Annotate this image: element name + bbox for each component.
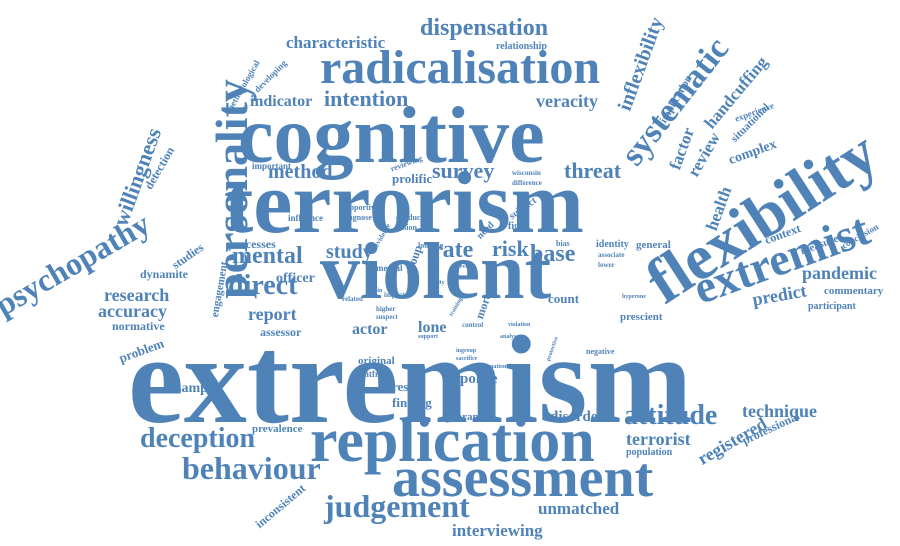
word-assessor: assessor <box>260 325 302 339</box>
word-fusion: fusion <box>396 223 417 232</box>
word-dispensation: dispensation <box>420 15 549 41</box>
word-bias: bias <box>556 239 570 248</box>
word-violation: violation <box>508 322 531 328</box>
word-officer: officer <box>276 271 315 286</box>
word-difference: difference <box>512 179 542 187</box>
word-actor: actor <box>352 321 388 338</box>
word-analyse: analyse <box>500 334 520 340</box>
word-mental: mental <box>232 243 303 269</box>
word-interviewing: interviewing <box>452 521 543 540</box>
word-assessment: assessment <box>392 447 654 509</box>
word-prevalence: prevalence <box>252 423 303 435</box>
word-higher: higher <box>376 305 396 313</box>
word-result: result <box>392 379 424 394</box>
word-diagnose: diagnose <box>342 213 372 222</box>
word-ignorant: ignorant <box>442 411 483 423</box>
word-influence: influence <box>288 213 323 223</box>
word-mental-small: mental <box>376 263 403 273</box>
word-report: report <box>248 304 297 324</box>
word-intention: intention <box>324 86 409 111</box>
word-fight: fight <box>508 221 528 232</box>
word-important: important <box>252 161 291 171</box>
word-population: population <box>626 447 673 458</box>
word-indicator: indicator <box>250 93 313 110</box>
word-negative: negative <box>586 347 615 356</box>
word-guilty: guilty <box>430 280 445 286</box>
word-terrorism: terrorism <box>224 155 584 252</box>
word-disorder: disorder <box>550 409 605 425</box>
word-cognitive: cognitive <box>238 92 545 180</box>
word-dynamite: dynamite <box>140 267 188 281</box>
word-judgement: judgement <box>324 488 470 524</box>
word-deception: deception <box>140 423 256 454</box>
word-general: general <box>636 239 671 251</box>
word-method: method <box>268 161 333 183</box>
word-suspect: suspect <box>376 313 398 321</box>
word-rentfrow: rentfrow <box>356 369 390 379</box>
word-normative: normative <box>112 319 165 333</box>
word-lower: lower <box>598 261 615 269</box>
word-identity: identity <box>596 239 629 250</box>
word-commentary: commentary <box>824 285 884 297</box>
word-police: police <box>460 371 498 387</box>
word-sample: sample <box>176 381 218 396</box>
word-risk: risk <box>492 236 529 261</box>
word-accuracy: accuracy <box>98 301 167 321</box>
word-technique: technique <box>742 401 818 421</box>
word-threat: threat <box>564 158 622 183</box>
word-processes: processes <box>228 237 276 251</box>
word-impact: impact <box>384 291 405 299</box>
word-count: count <box>548 291 580 306</box>
word-relationship: relationship <box>496 41 547 52</box>
word-terrorist: terrorist <box>626 429 691 449</box>
word-prescient: prescient <box>620 311 663 323</box>
word-research: research <box>104 285 170 305</box>
word-violent: violent <box>320 228 552 316</box>
word-related: related <box>342 295 363 303</box>
word-prolific: prolific <box>392 171 433 186</box>
word-replication: replication <box>310 407 595 475</box>
word-direct: direct <box>228 270 298 301</box>
word-support: support <box>418 334 439 340</box>
word-lone: lone <box>418 319 447 336</box>
word-wisconsin: wisconsin <box>512 169 541 177</box>
word-conduct: conduct <box>396 213 424 222</box>
word-survey: survey <box>432 158 495 183</box>
word-participant: participant <box>808 301 856 312</box>
word-supportive: supportive <box>342 203 379 212</box>
word-veracity: veracity <box>536 91 598 111</box>
word-behaviour: behaviour <box>182 450 321 486</box>
word-base: base <box>530 241 576 267</box>
word-extremism: extremism <box>128 311 693 450</box>
word-finding: finding <box>392 395 432 410</box>
word-national: national <box>490 364 512 370</box>
word-pandemic: pandemic <box>802 263 878 283</box>
word-original: original <box>358 355 395 367</box>
word-lobbin: lobbin <box>366 288 383 294</box>
word-looking: looking <box>418 241 444 250</box>
word-ingroup: ingroup <box>456 348 477 354</box>
word-associate: associate <box>598 251 625 259</box>
word-control: control <box>462 321 484 329</box>
word-inconsistent: inconsistent <box>252 481 309 531</box>
word-rate: rate <box>432 237 474 263</box>
word-sacrifice: sacrifice <box>456 356 478 362</box>
word-study: study <box>326 241 373 263</box>
word-characteristic: characteristic <box>286 33 386 52</box>
word-unmatched: unmatched <box>538 499 620 518</box>
word-attitude: attitude <box>624 400 718 431</box>
word-hyperone: hyperone <box>622 294 646 300</box>
word-level: level <box>458 264 470 270</box>
word-radicalisation: radicalisation <box>320 41 601 94</box>
